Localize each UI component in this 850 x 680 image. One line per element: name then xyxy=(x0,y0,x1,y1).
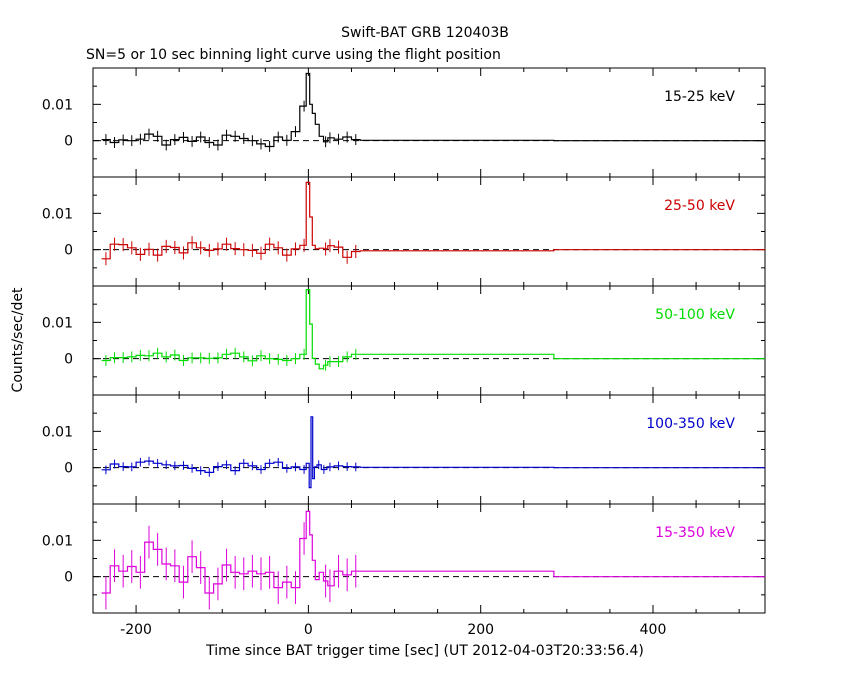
panel-1: 0 0.01 25-50 keV xyxy=(42,176,766,287)
series-label: 15-350 keV xyxy=(655,525,735,541)
y-axis-label: Counts/sec/det xyxy=(10,287,26,392)
series-1 xyxy=(101,181,765,266)
y-tick-label: 0.01 xyxy=(42,206,73,222)
x-tick-label: 400 xyxy=(640,622,667,638)
x-tick-label: -200 xyxy=(120,622,152,638)
series-2 xyxy=(101,289,765,371)
series-line xyxy=(101,181,765,260)
series-3 xyxy=(101,416,765,489)
x-tick-label: 200 xyxy=(467,622,494,638)
panel-frame xyxy=(92,285,766,396)
series-label: 50-100 keV xyxy=(655,307,735,323)
panel-4: 0 0.01 15-350 keV xyxy=(42,503,766,614)
y-tick-label: 0.01 xyxy=(42,315,73,331)
panel-0: 0 0.01 15-25 keV xyxy=(42,67,766,178)
panels-group: 0 0.01 15-25 keV 0 0.01 25-50 keV 0 0.01 50-100 … xyxy=(42,67,766,638)
y-tick-label: 0 xyxy=(64,461,73,477)
series-label: 25-50 keV xyxy=(664,198,735,214)
y-tick-label: 0 xyxy=(64,134,73,150)
panel-2: 0 0.01 50-100 keV xyxy=(42,285,766,396)
y-tick-label: 0.01 xyxy=(42,97,73,113)
series-0 xyxy=(101,72,765,152)
y-tick-label: 0 xyxy=(64,352,73,368)
series-label: 15-25 keV xyxy=(664,89,735,105)
series-4 xyxy=(101,510,765,610)
x-tick-label: 0 xyxy=(304,622,313,638)
panel-3: 0 0.01 100-350 keV xyxy=(42,394,766,505)
series-line xyxy=(101,72,765,148)
panel-frame xyxy=(92,176,766,287)
series-line xyxy=(101,510,765,594)
series-line xyxy=(101,289,765,370)
y-tick-label: 0.01 xyxy=(42,533,73,549)
panel-frame xyxy=(92,67,766,178)
chart-title: Swift-BAT GRB 120403B xyxy=(341,25,509,41)
chart-subtitle: SN=5 or 10 sec binning light curve using… xyxy=(86,47,501,63)
x-axis-label: Time since BAT trigger time [sec] (UT 20… xyxy=(205,643,644,659)
series-label: 100-350 keV xyxy=(646,416,735,432)
y-tick-label: 0 xyxy=(64,570,73,586)
panel-frame xyxy=(92,503,766,614)
panel-frame xyxy=(92,394,766,505)
y-tick-label: 0 xyxy=(64,243,73,259)
y-tick-label: 0.01 xyxy=(42,424,73,440)
